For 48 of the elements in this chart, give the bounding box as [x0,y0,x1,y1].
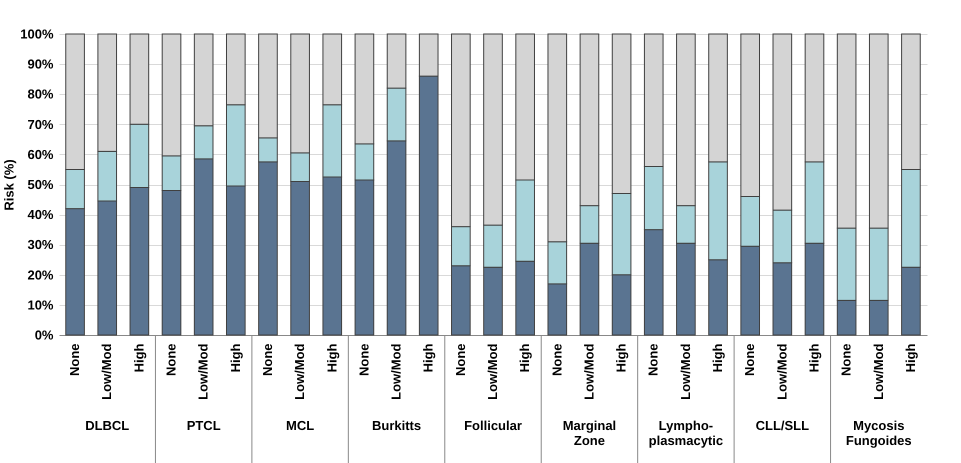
x-tick-label: High [902,343,918,372]
x-tick-label: None [67,344,82,376]
x-tick-label: Low/Mod [196,343,211,400]
x-tick-label: High [228,343,243,372]
x-tick-label: High [324,343,340,372]
y-tick-label: 60% [27,146,54,162]
y-axis-title: Risk (%) [1,159,16,211]
x-tick-label: None [164,344,179,376]
x-tick-label: None [452,344,468,376]
x-tick-label: None [549,344,564,376]
x-tick-label: Low/Mod [870,343,886,400]
y-tick-label: 70% [27,116,54,132]
y-tick-label: 80% [27,86,54,102]
x-tick-label: High [131,343,146,372]
y-tick-label: 0% [34,328,54,342]
y-tick-label: 10% [27,297,54,312]
x-tick-label: High [517,343,532,372]
y-tick-label: 90% [27,56,54,72]
x-tick-label: High [614,343,629,372]
x-tick-label: Low/Mod [388,343,404,400]
text: CLL/SLL [756,418,810,433]
text: Burkitts [372,418,422,433]
y-tick-label: 40% [27,207,54,222]
text: Mycosis Fungoides [846,418,912,448]
x-tick-label: Low/Mod [99,343,114,400]
x-tick-label: High [420,343,436,372]
x-tick-label: High [710,343,726,372]
text: Lympho- plasmacytic [648,418,724,448]
x-tick-label: None [742,344,758,376]
x-tick-label: Low/Mod [774,343,790,400]
x-tick-label: None [646,344,661,376]
text: Follicular [464,418,522,433]
text: DLBCL [85,418,130,433]
x-tick-label: High [806,343,822,372]
text: MCL [286,418,314,433]
text: PTCL [186,418,221,433]
x-tick-label: Low/Mod [678,343,693,400]
y-tick-label: 50% [27,177,54,192]
y-tick-label: 30% [27,237,54,252]
text: Marginal Zone [562,418,616,448]
x-tick-label: None [260,344,275,376]
y-tick-label: 100% [20,26,54,42]
x-tick-label: Low/Mod [292,343,308,400]
y-tick-label: 20% [27,267,54,282]
x-tick-label: None [356,344,372,376]
x-tick-label: Low/Mod [581,343,596,400]
x-tick-label: Low/Mod [485,343,500,400]
x-tick-label: None [838,344,854,376]
